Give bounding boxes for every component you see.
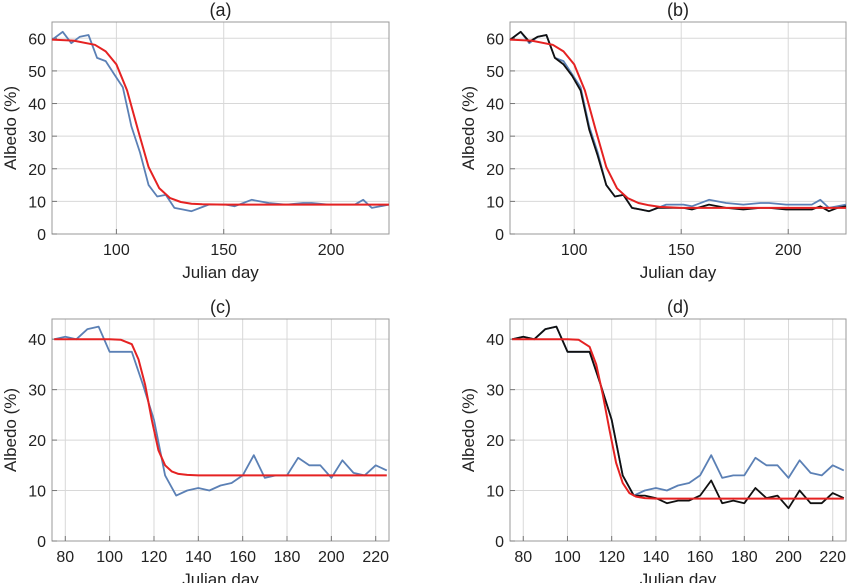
plot-frame <box>51 21 390 235</box>
y-tick-label: 20 <box>486 162 504 179</box>
y-tick-label: 30 <box>486 129 504 146</box>
x-tick-label: 160 <box>687 549 714 566</box>
y-tick-label: 10 <box>486 194 504 211</box>
panel-title: (a) <box>210 0 232 20</box>
y-axis-label: Albedo (%) <box>1 86 20 170</box>
series-line-1 <box>51 38 389 206</box>
series-line-1 <box>509 30 847 213</box>
y-tick-label: 60 <box>28 31 46 48</box>
x-axis-label: Julian day <box>182 263 259 282</box>
x-tick-label: 200 <box>318 549 345 566</box>
y-tick-label: 10 <box>486 484 504 501</box>
panel-3: 80 100 120 140 160 180 200 220 0 10 20 30 40 (d) Julia… <box>459 297 847 583</box>
y-tick-label: 0 <box>37 534 46 551</box>
y-tick-label: 20 <box>486 433 504 450</box>
panel-1: 100 150 200 0 10 20 30 40 50 60 (b) Julian day Albed… <box>459 0 847 282</box>
series-line-0 <box>512 325 845 497</box>
x-tick-label: 200 <box>775 242 802 259</box>
panel-title: (d) <box>667 297 689 317</box>
x-tick-label: 220 <box>819 549 846 566</box>
y-axis-label: Albedo (%) <box>1 388 20 472</box>
y-tick-label: 10 <box>28 484 46 501</box>
y-axis-label: Albedo (%) <box>459 388 478 472</box>
plot-frame <box>509 21 847 235</box>
x-tick-label: 120 <box>598 549 625 566</box>
y-tick-label: 20 <box>28 162 46 179</box>
x-tick-label: 100 <box>96 549 123 566</box>
x-axis-label: Julian day <box>640 263 717 282</box>
x-tick-label: 100 <box>554 549 581 566</box>
x-tick-label: 150 <box>210 242 237 259</box>
x-tick-label: 80 <box>514 549 532 566</box>
series-line-1 <box>512 325 845 510</box>
x-tick-label: 80 <box>56 549 74 566</box>
y-tick-label: 0 <box>495 227 504 244</box>
panel-title: (c) <box>210 297 231 317</box>
x-tick-label: 150 <box>668 242 695 259</box>
x-tick-label: 100 <box>561 242 588 259</box>
y-tick-label: 40 <box>28 97 46 114</box>
series-line-0 <box>51 30 390 213</box>
plot-frame <box>51 318 390 542</box>
y-tick-label: 60 <box>486 31 504 48</box>
x-tick-label: 120 <box>141 549 168 566</box>
panel-title: (b) <box>667 0 689 20</box>
x-tick-label: 200 <box>318 242 345 259</box>
y-tick-label: 30 <box>28 129 46 146</box>
x-tick-label: 200 <box>775 549 802 566</box>
series-line-0 <box>509 30 847 213</box>
y-tick-label: 0 <box>495 534 504 551</box>
series-line-2 <box>512 338 844 500</box>
x-tick-label: 100 <box>103 242 130 259</box>
y-tick-label: 40 <box>28 332 46 349</box>
y-tick-label: 20 <box>28 433 46 450</box>
panel-2: 80 100 120 140 160 180 200 220 0 10 20 30 40 (c) Julia… <box>1 297 390 583</box>
series-line-0 <box>54 325 388 497</box>
x-tick-label: 180 <box>731 549 758 566</box>
x-tick-label: 140 <box>185 549 212 566</box>
y-axis-label: Albedo (%) <box>459 86 478 170</box>
series-line-1 <box>54 338 387 477</box>
panel-0: 100 150 200 0 10 20 30 40 50 60 (a) Julian day Albed… <box>1 0 390 282</box>
series-line-2 <box>509 38 846 209</box>
x-axis-label: Julian day <box>640 570 717 583</box>
y-tick-label: 50 <box>28 64 46 81</box>
y-tick-label: 40 <box>486 332 504 349</box>
x-tick-label: 180 <box>274 549 301 566</box>
y-tick-label: 30 <box>28 383 46 400</box>
x-axis-label: Julian day <box>182 570 259 583</box>
plot-frame <box>509 318 847 542</box>
y-tick-label: 10 <box>28 194 46 211</box>
x-tick-label: 160 <box>229 549 256 566</box>
x-tick-label: 220 <box>362 549 389 566</box>
y-tick-label: 0 <box>37 227 46 244</box>
y-tick-label: 30 <box>486 383 504 400</box>
x-tick-label: 140 <box>643 549 670 566</box>
y-tick-label: 50 <box>486 64 504 81</box>
y-tick-label: 40 <box>486 97 504 114</box>
